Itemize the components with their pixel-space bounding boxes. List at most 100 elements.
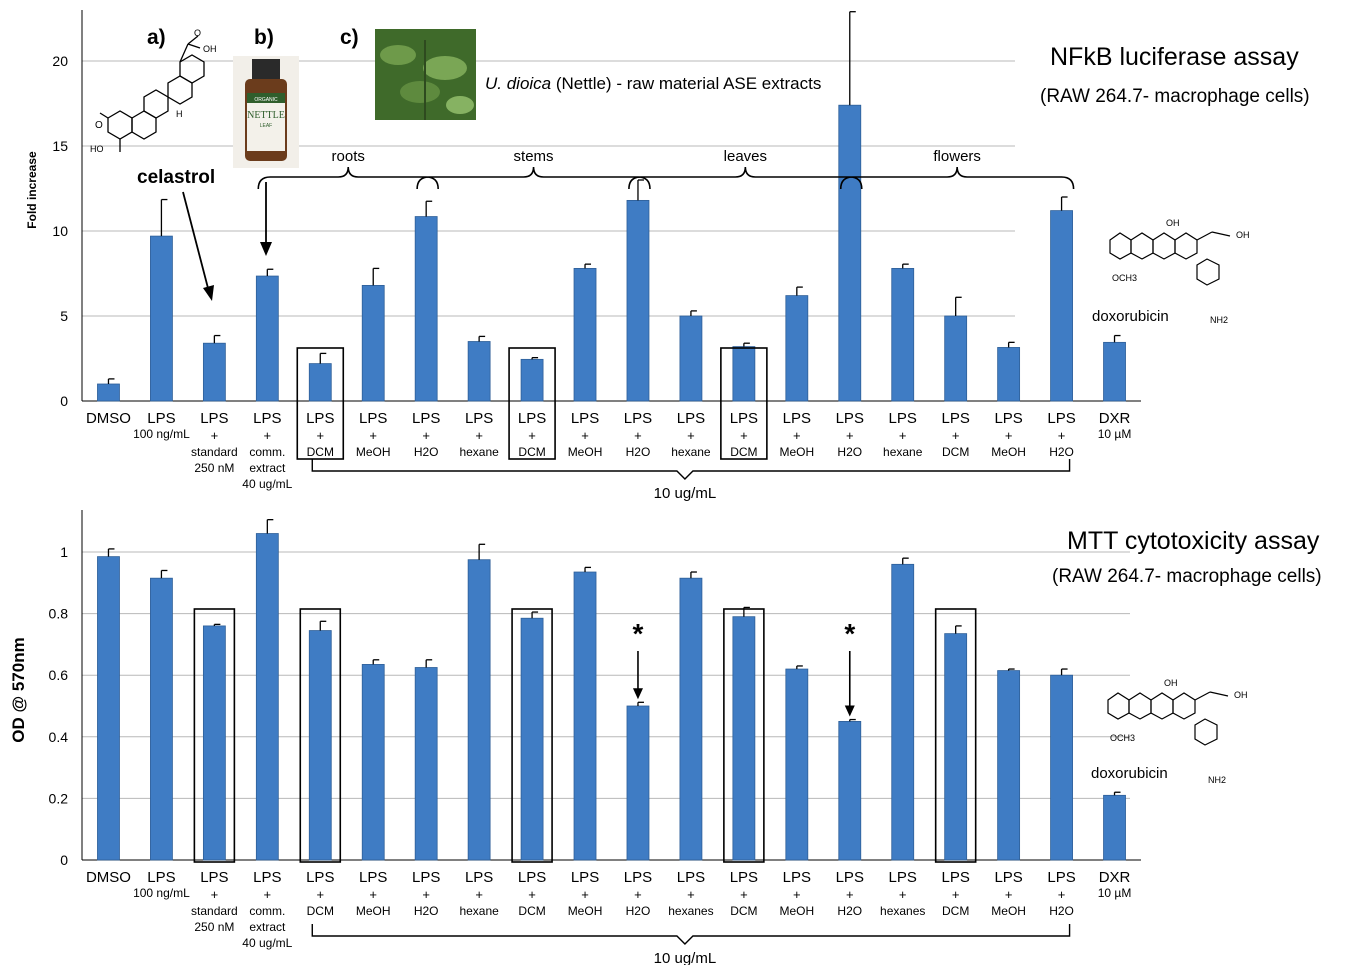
- y-axis-label: Fold increase: [25, 151, 39, 229]
- bar: [150, 577, 173, 861]
- significance-star: *: [633, 618, 644, 649]
- category-label: LPS: [941, 869, 969, 886]
- category-label: LPS: [253, 410, 281, 427]
- bar: [944, 633, 968, 861]
- y-axis-label: OD @ 570nm: [9, 637, 28, 742]
- nfkb-subtitle: (RAW 264.7- macrophage cells): [1040, 86, 1310, 107]
- doxorubicin-structure-bottom: [1107, 691, 1229, 746]
- bar: [255, 533, 279, 861]
- bar: [573, 571, 597, 861]
- celastrol-arrowhead: [203, 285, 214, 301]
- bottle-label-nettle: NETTLE: [247, 110, 285, 121]
- highlight-box: [193, 608, 236, 863]
- mtt-title: MTT cytotoxicity assay: [1067, 527, 1320, 555]
- celastrol-atom-o2: O: [194, 28, 201, 38]
- bar: [97, 383, 120, 402]
- category-label: LPS: [147, 410, 175, 427]
- category-label: LPS: [253, 869, 281, 886]
- bar: [255, 275, 279, 402]
- category-label: hexane: [671, 445, 711, 459]
- category-label: +: [1058, 887, 1066, 902]
- category-label: +: [899, 428, 907, 443]
- category-label: hexane: [459, 445, 499, 459]
- doxorubicin-structure-top: [1109, 231, 1231, 286]
- category-label: DXR: [1099, 410, 1131, 427]
- group-brace: [416, 166, 651, 190]
- bar: [308, 630, 332, 861]
- category-label: 10 µM: [1098, 427, 1132, 441]
- bar: [626, 705, 650, 861]
- nettle-bottle-photo: [233, 56, 299, 168]
- category-label: LPS: [147, 869, 175, 886]
- bottle-label-leaf: LEAF: [260, 123, 273, 129]
- star-arrowhead: [632, 688, 643, 700]
- category-label: LPS: [889, 410, 917, 427]
- y-tick-label: 0.2: [49, 790, 69, 806]
- category-label: hexanes: [880, 904, 925, 918]
- category-label: LPS: [624, 869, 652, 886]
- bar: [1103, 794, 1126, 861]
- doxorubicin-label-top: doxorubicin: [1092, 308, 1169, 325]
- highlight-box: [511, 608, 553, 863]
- category-label: H2O: [626, 904, 651, 918]
- dox-top-atom-oh2: OH: [1236, 230, 1250, 240]
- category-label: +: [422, 887, 430, 902]
- category-label: +: [793, 887, 801, 902]
- category-label: H2O: [1049, 445, 1074, 459]
- bar: [944, 315, 968, 402]
- category-label: hexanes: [668, 904, 713, 918]
- panel-label-c: c): [340, 26, 359, 49]
- category-label: LPS: [200, 410, 228, 427]
- bar: [732, 616, 756, 861]
- category-label: LPS: [571, 869, 599, 886]
- bar: [679, 315, 703, 402]
- category-label: +: [687, 428, 695, 443]
- bar: [202, 625, 226, 861]
- category-label: +: [899, 887, 907, 902]
- category-label: LPS: [836, 869, 864, 886]
- nettle-plant-photo: [375, 29, 476, 120]
- dox-bottom-atom-och3: OCH3: [1110, 733, 1135, 743]
- category-label: +: [475, 428, 483, 443]
- category-label: +: [264, 887, 272, 902]
- celastrol-atom-o1: O: [95, 120, 103, 131]
- category-label: +: [422, 428, 430, 443]
- category-label: +: [211, 428, 219, 443]
- category-label: LPS: [836, 410, 864, 427]
- bar: [1103, 341, 1126, 402]
- category-label: +: [581, 428, 589, 443]
- category-label: LPS: [783, 410, 811, 427]
- nfkb-title: NFkB luciferase assay: [1050, 43, 1299, 71]
- category-label: H2O: [837, 445, 862, 459]
- celastrol-structure: [99, 35, 205, 152]
- category-label: LPS: [518, 410, 546, 427]
- category-label: 40 ug/mL: [242, 477, 292, 491]
- y-tick-label: 0.4: [49, 729, 69, 745]
- celastrol-arrow: [182, 191, 210, 293]
- category-label: +: [634, 887, 642, 902]
- mtt-subtitle: (RAW 264.7- macrophage cells): [1052, 566, 1322, 587]
- category-label: DCM: [307, 904, 334, 918]
- bar: [150, 235, 173, 402]
- category-label: 100 ng/mL: [133, 427, 190, 441]
- category-label: LPS: [306, 869, 334, 886]
- panel-label-a: a): [147, 26, 166, 49]
- bar: [573, 267, 597, 402]
- group-label: stems: [514, 148, 554, 165]
- category-label: +: [316, 428, 324, 443]
- group-label: roots: [332, 148, 365, 165]
- bar: [997, 670, 1021, 861]
- concentration-label: 10 ug/mL: [654, 950, 717, 965]
- category-label: 250 nM: [194, 461, 234, 475]
- category-label: LPS: [306, 410, 334, 427]
- category-label: LPS: [359, 410, 387, 427]
- category-label: +: [264, 428, 272, 443]
- bar: [520, 617, 544, 861]
- bar: [202, 342, 226, 402]
- bottle-label-organic: ORGANIC: [254, 97, 278, 103]
- highlight-box: [299, 608, 342, 863]
- highlight-box: [296, 347, 345, 460]
- category-label: LPS: [994, 869, 1022, 886]
- significance-star: *: [844, 618, 855, 649]
